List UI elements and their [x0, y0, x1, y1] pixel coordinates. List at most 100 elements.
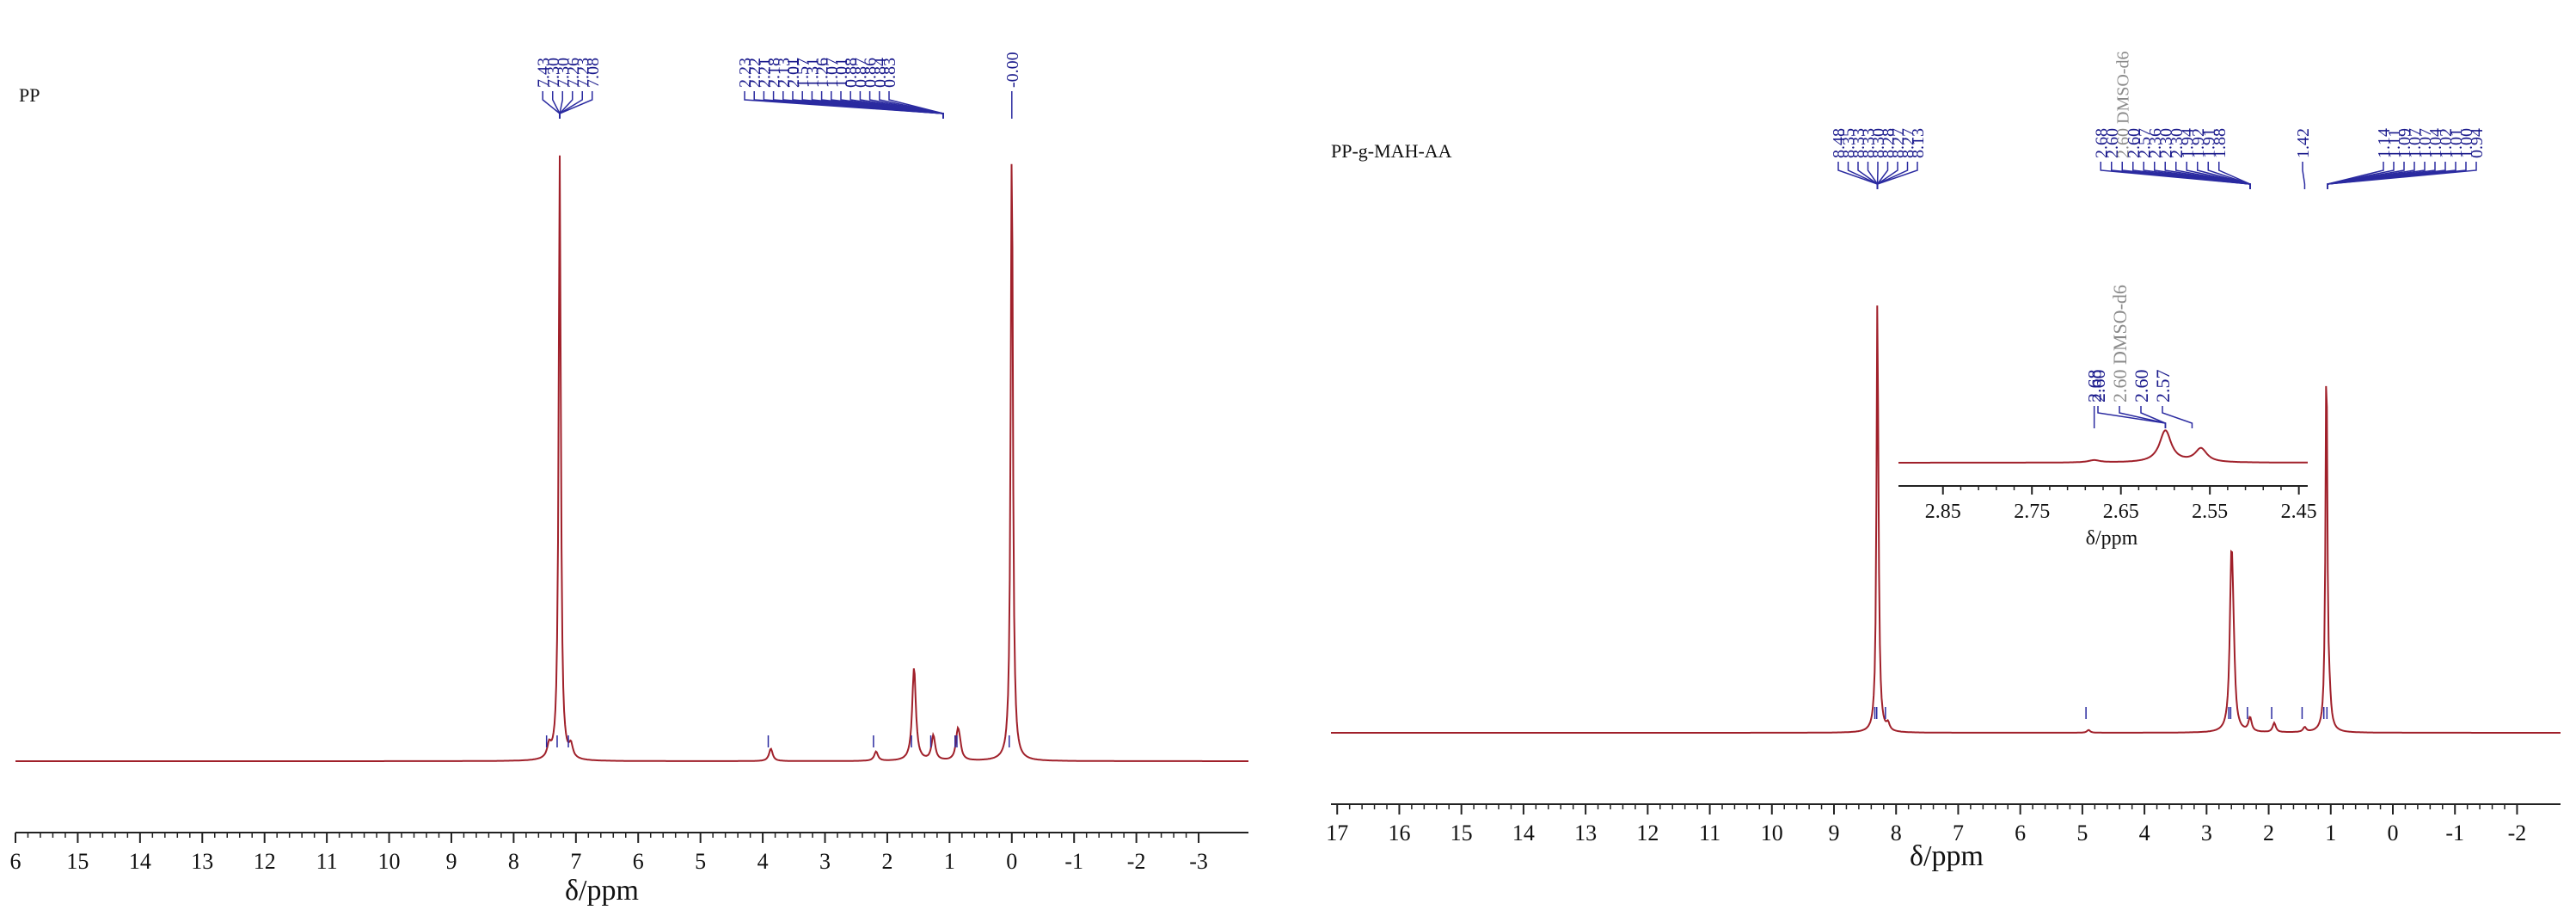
x-tick-label-pp: 6 — [633, 849, 644, 874]
inset-peak-label: 2.60 — [2131, 370, 2152, 403]
x-tick-label-pp: 1 — [944, 849, 955, 874]
peak-label: 1.42 — [2294, 128, 2313, 158]
inset-x-axis-title: δ/ppm — [2086, 527, 2138, 550]
peak-label: 2.60 — [2103, 128, 2122, 158]
peak-label: 8.27 — [1889, 128, 1908, 158]
peak-label: 2.21 — [755, 58, 774, 88]
peak-label: 0.88 — [842, 58, 861, 88]
inset-x-tick-label: 2.85 — [1925, 501, 1961, 523]
peak-label: -0.00 — [1003, 52, 1022, 88]
peak-label: 2.30 — [2168, 128, 2187, 158]
x-tick-label-pp: 7 — [570, 849, 581, 874]
peak-label: 2.23 — [736, 58, 755, 88]
x-tick-label-pp-g-mah-aa: 1 — [2325, 821, 2336, 845]
peak-label: 1.14 — [2375, 128, 2394, 158]
peak-label: 0.87 — [851, 58, 870, 88]
x-tick-label-pp: 0 — [1006, 849, 1017, 874]
inset-peak-leader — [2162, 406, 2193, 428]
peak-label: 8.35 — [1840, 128, 1859, 158]
peak-label: 7.43 — [534, 58, 553, 88]
peak-label: 0.84 — [871, 58, 890, 88]
x-tick-label-pp-g-mah-aa: -1 — [2445, 821, 2464, 845]
x-tick-label-pp: 10 — [378, 849, 401, 874]
peak-label: 8.30 — [1869, 128, 1888, 158]
x-tick-label-pp-g-mah-aa: 10 — [1761, 821, 1783, 845]
inset-peak-leader — [2140, 406, 2167, 428]
peak-label: 1.92 — [2189, 128, 2208, 158]
peak-label-leader — [552, 91, 561, 119]
panel-pp-g-mah-aa: PP-g-MAH-AA 8.488.358.338.338.308.288.27… — [1326, 52, 2561, 872]
x-tick-label-pp-g-mah-aa: 6 — [2015, 821, 2026, 845]
peak-label: 1.07 — [2416, 128, 2435, 158]
x-tick-label-pp: 5 — [695, 849, 706, 874]
x-tick-label-pp: 3 — [819, 849, 831, 874]
peak-label: 8.27 — [1899, 128, 1918, 158]
peak-labels-pp: 7.437.307.307.267.237.08 2.232.222.212.18… — [534, 52, 1022, 119]
solvent-peak-label: 2.60 DMSO-d6 — [2113, 52, 2132, 158]
x-tick-label-pp: -1 — [1064, 849, 1083, 874]
peak-label-leader — [1876, 162, 1918, 189]
inset-x-tick-label: 2.75 — [2014, 501, 2050, 523]
x-tick-label-pp-g-mah-aa: 16 — [1388, 821, 1410, 845]
x-tick-label-pp: 12 — [254, 849, 276, 874]
inset-peak-label: 2.60 — [2088, 370, 2109, 403]
peak-label: 1.00 — [2457, 128, 2476, 158]
inset-x-tick-label: 2.45 — [2281, 501, 2317, 523]
peak-label: 2.60 — [2125, 128, 2144, 158]
x-tick-label-pp: 4 — [757, 849, 769, 874]
x-tick-label-pp-g-mah-aa: 14 — [1512, 821, 1535, 845]
peak-label: 2.18 — [765, 58, 784, 88]
x-tick-label-pp: 15 — [66, 849, 89, 874]
x-tick-label-pp-g-mah-aa: 5 — [2076, 821, 2088, 845]
x-tick-label-pp: 11 — [316, 849, 338, 874]
x-tick-label-pp-g-mah-aa: 15 — [1451, 821, 1473, 845]
peak-label-leader — [888, 91, 944, 119]
sample-label-pp: PP — [19, 84, 40, 106]
peak-label: 1.01 — [832, 58, 851, 88]
peak-labels-pp-g-mah-aa: 8.488.358.338.338.308.288.278.278.13 2.68… — [1830, 52, 2487, 189]
peak-label: 1.02 — [2437, 128, 2456, 158]
peak-label: 1.94 — [2178, 128, 2197, 158]
x-tick-label-pp: 6 — [10, 849, 21, 874]
x-ticks-pp-g-mah-aa: 17 16 15 14 13 12 11 10 9 8 7 6 5 4 3 2 1 0 -1 -2 — [1326, 804, 2526, 845]
inset-x-tick-label: 2.65 — [2103, 501, 2139, 523]
peak-label: 8.48 — [1830, 128, 1849, 158]
x-axis-title-pp: δ/ppm — [565, 875, 639, 907]
peak-label-leader — [2218, 162, 2251, 189]
peak-label: 1.04 — [2426, 128, 2445, 158]
inset-x-tick-label: 2.55 — [2192, 501, 2228, 523]
peak-label: 1.11 — [2385, 129, 2404, 158]
peak-label-leader — [1876, 162, 1889, 189]
inset-peak-labels: 2.682.60 2.60 DMSO-d6 2.60 2.57 — [2084, 285, 2193, 428]
inset-peak-leader — [2097, 406, 2167, 428]
peak-label: 1.07 — [823, 58, 842, 88]
x-tick-label-pp-g-mah-aa: 13 — [1574, 821, 1597, 845]
x-tick-label-pp: 14 — [129, 849, 151, 874]
inset-x-ticks: 2.85 2.75 2.65 2.55 2.45 — [1925, 486, 2317, 523]
panel-pp: PP 7.437.307.307.267.237.08 2.232.222.212… — [10, 52, 1248, 907]
peak-label: 1.57 — [794, 58, 813, 88]
inset-dmso-region: 2.682.60 2.60 DMSO-d6 2.60 2.57 2.85 2.75 2.6… — [1898, 285, 2317, 550]
peak-label-leader — [542, 91, 561, 119]
inset-peak-label: 2.57 — [2152, 370, 2174, 403]
peak-label: 0.86 — [862, 58, 880, 88]
spectrum-line-pp-g-mah-aa — [1331, 305, 2561, 734]
peak-label: 2.22 — [745, 58, 764, 88]
inset-solvent-label: 2.60 DMSO-d6 — [2109, 285, 2131, 403]
peak-label: 8.13 — [1909, 128, 1928, 158]
peak-label: 1.26 — [813, 58, 832, 88]
x-tick-label-pp-g-mah-aa: -2 — [2508, 821, 2527, 845]
peak-label: 2.01 — [784, 58, 803, 88]
x-tick-label-pp: -3 — [1189, 849, 1208, 874]
peak-label: 1.31 — [803, 58, 822, 88]
peak-label: 8.33 — [1849, 128, 1868, 158]
peak-label: 2.30 — [2156, 128, 2175, 158]
x-tick-label-pp-g-mah-aa: 17 — [1326, 821, 1348, 845]
x-tick-label-pp: 8 — [508, 849, 519, 874]
x-tick-label-pp-g-mah-aa: 11 — [1699, 821, 1720, 845]
peak-label: 0.94 — [2468, 128, 2487, 158]
peak-label: 7.08 — [584, 58, 603, 88]
x-tick-label-pp: 13 — [191, 849, 213, 874]
peak-label: 8.28 — [1880, 128, 1898, 158]
